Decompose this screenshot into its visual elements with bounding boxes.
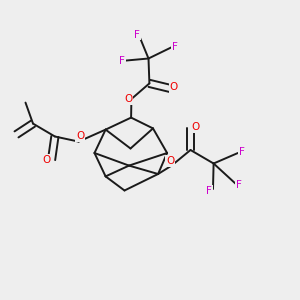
Text: O: O — [76, 131, 84, 141]
Text: F: F — [236, 179, 242, 190]
Text: O: O — [166, 156, 174, 166]
Text: O: O — [191, 122, 199, 132]
Text: F: F — [238, 147, 244, 157]
Text: F: F — [119, 56, 125, 66]
Text: F: F — [206, 185, 212, 196]
Text: O: O — [124, 94, 133, 104]
Text: O: O — [170, 82, 178, 92]
Text: F: F — [172, 41, 178, 52]
Text: O: O — [42, 154, 50, 165]
Text: F: F — [134, 29, 140, 40]
